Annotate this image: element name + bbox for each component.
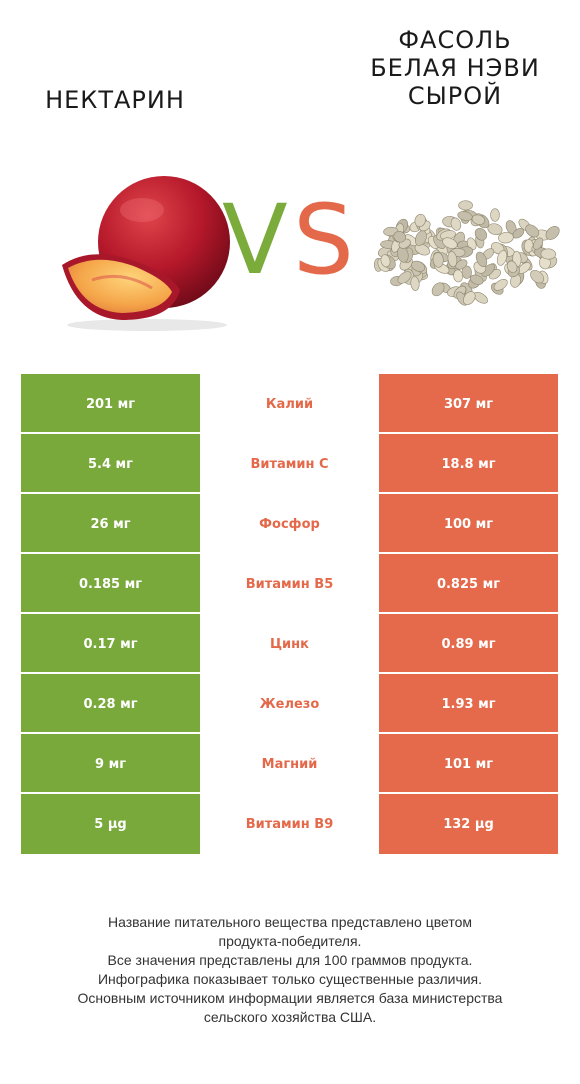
nutrient-name: Фосфор [200,494,379,554]
footnote-line: Основным источником информации является … [77,990,503,1006]
nutrient-name: Витамин B5 [200,554,379,614]
footnote-line: Название питательного вещества представл… [107,914,473,930]
navy-beans-image [373,200,560,306]
comparison-table: 201 мг Калий 307 мг 5.4 мг Витамин C 18.8 мг 2… [21,374,558,854]
left-value: 0.17 мг [21,614,200,674]
table-row: 0.185 мг Витамин B5 0.825 мг [21,554,558,614]
left-value: 26 мг [21,494,200,554]
right-title-line: БЕЛАЯ НЭВИ [370,54,540,82]
left-value: 0.28 мг [21,674,200,734]
right-product-title: ФАСОЛЬ БЕЛАЯ НЭВИ СЫРОЙ [360,26,550,110]
table-row: 0.28 мг Железо 1.93 мг [21,674,558,734]
right-value: 0.89 мг [379,614,558,674]
nutrient-name: Магний [200,734,379,794]
table-row: 9 мг Магний 101 мг [21,734,558,794]
left-value: 5.4 мг [21,434,200,494]
table-row: 0.17 мг Цинк 0.89 мг [21,614,558,674]
left-product-title: НЕКТАРИН [45,86,185,114]
table-row: 201 мг Калий 307 мг [21,374,558,434]
right-value: 0.825 мг [379,554,558,614]
footnote-line: Инфографика показывает только существенн… [97,971,483,987]
footnote-line: сельского хозяйства США. [203,1009,377,1025]
nutrient-name: Витамин B9 [200,794,379,854]
footnote: Название питательного вещества представл… [20,913,560,1027]
left-value: 5 µg [21,794,200,854]
left-value: 0.185 мг [21,554,200,614]
right-value: 307 мг [379,374,558,434]
left-value: 201 мг [21,374,200,434]
table-row: 5.4 мг Витамин C 18.8 мг [21,434,558,494]
left-value: 9 мг [21,734,200,794]
table-row: 5 µg Витамин B9 132 µg [21,794,558,854]
vs-letter-v: V [222,184,288,296]
right-value: 101 мг [379,734,558,794]
right-value: 18.8 мг [379,434,558,494]
right-value: 100 мг [379,494,558,554]
footnote-line: Все значения представлены для 100 граммо… [107,952,473,968]
nutrient-name: Витамин C [200,434,379,494]
right-title-line: ФАСОЛЬ [398,26,512,54]
nutrient-name: Железо [200,674,379,734]
right-title-line: СЫРОЙ [407,82,503,110]
right-value: 1.93 мг [379,674,558,734]
right-value: 132 µg [379,794,558,854]
nutrient-name: Калий [200,374,379,434]
vs-letter-s: S [293,184,354,296]
table-row: 26 мг Фосфор 100 мг [21,494,558,554]
nectarine-image [62,176,230,331]
footnote-line: продукта-победителя. [218,933,362,949]
nutrient-name: Цинк [200,614,379,674]
